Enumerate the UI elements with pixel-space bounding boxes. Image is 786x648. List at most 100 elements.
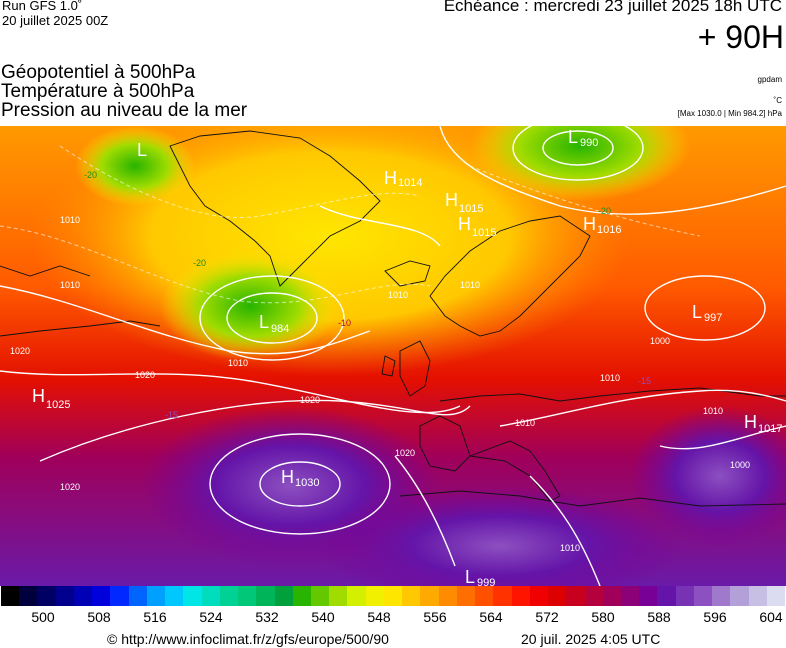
colorbar-swatch	[347, 586, 366, 606]
title-pressure: Pression au niveau de la mer	[1, 100, 248, 121]
title-temperature: Température à 500hPa	[1, 81, 195, 102]
colorbar-swatch	[584, 586, 603, 606]
colorbar-swatch	[529, 586, 549, 606]
center-l-west-letter: L	[137, 140, 147, 160]
colorbar-swatch	[402, 586, 421, 606]
colorbar-tick-label: 572	[535, 609, 559, 625]
pressure-center-labels: L 990 H 1014 H 1015 H 1015 H 1016 L 984 …	[32, 127, 782, 586]
run-date: 20 juillet 2025 00Z	[2, 13, 109, 28]
colorbar-swatch	[420, 586, 439, 606]
center-l-990-value: 990	[580, 137, 598, 149]
colorbar-swatch	[602, 586, 621, 606]
colorbar-swatch	[110, 586, 129, 606]
colorbar-tick-label: 588	[647, 609, 671, 625]
cold-pool-west	[75, 126, 195, 206]
colorbar-tick-label: 524	[199, 609, 223, 625]
colorbar-ticks: 500 508 516 524 532 540 548 556 564 572 580 588 596 6…	[0, 609, 786, 629]
colorbar-swatch	[310, 586, 330, 606]
colorbar-tick-label: 596	[703, 609, 727, 625]
forecast-map: L 990 H 1014 H 1015 H 1015 H 1016 L 984 …	[0, 126, 786, 586]
isobar-label: 1010	[228, 358, 248, 368]
map-titles: Géopotentiel à 500hPa Température à 500h…	[1, 63, 247, 120]
cold-pool-990	[470, 126, 690, 201]
center-h-1016-letter: H	[583, 214, 596, 234]
unit-temperature: ˚C	[773, 96, 782, 105]
isobar-label: 1000	[650, 336, 670, 346]
colorbar-swatch	[55, 586, 74, 606]
isotherm-labels: -20 -20 -20 -10 -15 -15	[84, 170, 651, 420]
colorbar-swatch	[730, 586, 749, 606]
colorbar-swatch	[183, 586, 202, 606]
colorbar-swatch	[128, 586, 147, 606]
colorbar-tick-label: 500	[31, 609, 55, 625]
colorbar-swatch	[238, 586, 257, 606]
colorbar-swatch	[1, 586, 20, 606]
colorbar-tick-label: 548	[367, 609, 391, 625]
isobar-label: 1020	[60, 482, 80, 492]
source-credit: © http://www.infoclimat.fr/z/gfs/europe/…	[107, 631, 389, 647]
colorbar-swatch	[657, 586, 676, 606]
isotherm-label: -20	[193, 258, 206, 268]
isobar-label: 1010	[60, 215, 80, 225]
colorbar-swatch	[146, 586, 166, 606]
center-h-1017-letter: H	[744, 412, 757, 432]
center-h-1015b-value: 1015	[472, 227, 496, 239]
colorbar-tick-label: 556	[423, 609, 447, 625]
colorbar-swatch	[292, 586, 311, 606]
isotherm-label: -15	[638, 376, 651, 386]
colorbar-swatch	[639, 586, 658, 606]
center-h-1025-letter: H	[32, 386, 45, 406]
isobar-label: 1020	[135, 370, 155, 380]
isobar-label: 1010	[60, 280, 80, 290]
center-l-999-letter: L	[465, 567, 475, 586]
colorbar-tick-label: 580	[591, 609, 615, 625]
forecast-horizon: + 90H	[697, 19, 784, 55]
colorbar	[1, 586, 786, 606]
colorbar-tick-label: 532	[255, 609, 279, 625]
colorbar-tick-label: 540	[311, 609, 335, 625]
temperature-isotherms	[0, 145, 701, 304]
colorbar-swatch	[548, 586, 567, 606]
colorbar-swatch	[92, 586, 111, 606]
coastlines	[0, 130, 786, 507]
colorbar-tick-label: 564	[479, 609, 503, 625]
isobar-label: 1020	[300, 395, 320, 405]
run-label: Run GFS 1.0˚	[2, 0, 83, 13]
isobar-label: 1020	[395, 448, 415, 458]
center-h-1014-letter: H	[384, 168, 397, 188]
center-h-1025-value: 1025	[46, 399, 70, 411]
center-l-997-value: 997	[704, 312, 722, 324]
colorbar-swatch	[165, 586, 184, 606]
isobar-label: 1010	[600, 373, 620, 383]
isobars	[0, 126, 786, 586]
center-h-1014-value: 1014	[398, 177, 422, 189]
isobar-label: 1010	[460, 280, 480, 290]
colorbar-swatch	[219, 586, 239, 606]
colorbar-swatch	[73, 586, 93, 606]
render-timestamp: 20 juil. 2025 4:05 UTC	[521, 631, 661, 647]
isobar-label: 1010	[560, 543, 580, 553]
center-h-1017-value: 1017	[758, 423, 782, 435]
colorbar-swatch	[766, 586, 786, 606]
colorbar-swatch	[365, 586, 384, 606]
colorbar-swatch	[456, 586, 476, 606]
colorbar-swatch	[493, 586, 512, 606]
colorbar-swatch	[748, 586, 767, 606]
colorbar-swatch	[675, 586, 694, 606]
title-geopotential: Géopotentiel à 500hPa	[1, 62, 196, 83]
isobar-label: 1010	[388, 290, 408, 300]
isotherm-label: -10	[338, 318, 351, 328]
colorbar-swatch	[511, 586, 530, 606]
center-h-1015a-letter: H	[445, 190, 458, 210]
colorbar-swatch	[329, 586, 348, 606]
colorbar-swatch	[256, 586, 275, 606]
unit-geopotential: gpdam	[757, 75, 782, 84]
isobar-label: 1010	[515, 418, 535, 428]
eastern-pool	[630, 406, 786, 546]
center-h-1030-value: 1030	[295, 477, 319, 489]
colorbar-swatch	[383, 586, 403, 606]
southern-pool	[320, 486, 680, 586]
isotherm-label: -15	[165, 410, 178, 420]
colorbar-swatch	[201, 586, 220, 606]
center-h-1015a-value: 1015	[459, 203, 483, 215]
